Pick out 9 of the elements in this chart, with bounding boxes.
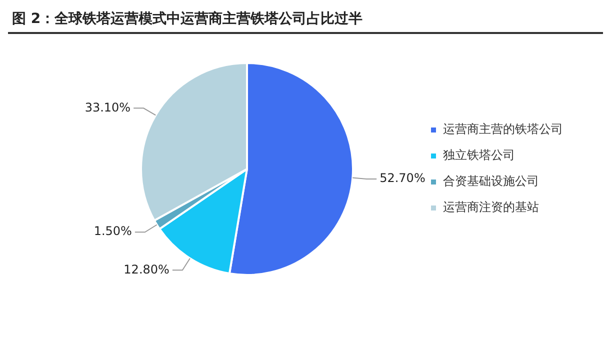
data-label: 52.70% [380, 171, 426, 186]
data-label: 1.50% [94, 224, 132, 238]
legend-label: 合资基础设施公司 [443, 174, 539, 188]
legend-label: 独立铁塔公司 [443, 148, 515, 162]
data-label: 12.80% [124, 262, 170, 276]
legend-label: 运营商注资的基站 [443, 200, 539, 214]
chart-title: 图 2：全球铁塔运营模式中运营商主营铁塔公司占比过半 [8, 8, 603, 34]
legend-label: 运营商主营的铁塔公司 [443, 122, 563, 136]
data-label: 33.10% [84, 100, 131, 114]
